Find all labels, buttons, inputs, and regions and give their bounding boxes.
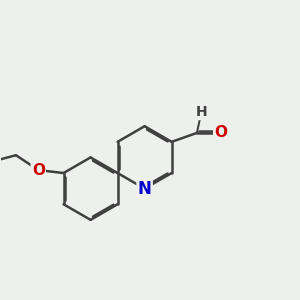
Text: H: H — [196, 105, 207, 119]
Text: O: O — [32, 163, 45, 178]
Text: O: O — [214, 125, 227, 140]
Text: N: N — [138, 180, 152, 198]
